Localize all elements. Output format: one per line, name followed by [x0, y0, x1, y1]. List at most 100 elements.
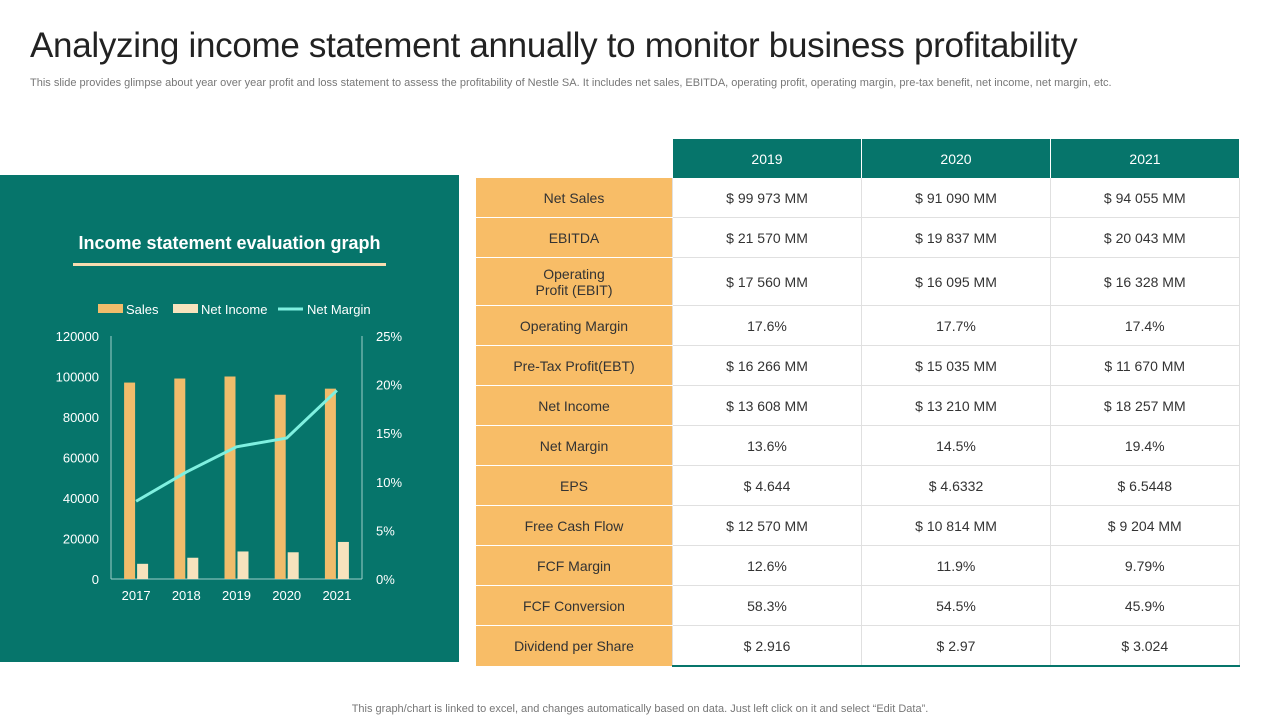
x-tick-label: 2018 [172, 588, 201, 603]
table-cell: 17.4% [1050, 305, 1240, 346]
table-cell: 54.5% [861, 585, 1051, 626]
table-row: Operating Margin 17.6% 17.7% 17.4% [476, 305, 1240, 346]
row-label: Free Cash Flow [476, 505, 673, 546]
y-tick-label: 20000 [63, 532, 99, 547]
y-tick-label: 60000 [63, 451, 99, 466]
legend-label-net-income: Net Income [201, 302, 267, 317]
table-cell: 17.7% [861, 305, 1051, 346]
row-label: Net Sales [476, 178, 673, 218]
table-cell: $ 21 570 MM [672, 217, 862, 258]
chart-title-underline [73, 263, 386, 266]
table-cell: $ 3.024 [1050, 625, 1240, 667]
table-cell: $ 91 090 MM [861, 178, 1051, 218]
table-row: EPS $ 4.644 $ 4.6332 $ 6.5448 [476, 465, 1240, 506]
table-row: Net Sales $ 99 973 MM $ 91 090 MM $ 94 0… [476, 178, 1240, 218]
chart-title: Income statement evaluation graph [78, 233, 381, 253]
y2-tick-label: 10% [376, 475, 402, 490]
table-row: Pre-Tax Profit(EBT) $ 16 266 MM $ 15 035… [476, 345, 1240, 386]
table-cell: $ 13 608 MM [672, 385, 862, 426]
footer-note: This graph/chart is linked to excel, and… [351, 703, 929, 715]
table-cell: 17.6% [672, 305, 862, 346]
row-label: FCF Conversion [476, 585, 673, 626]
table-cell: 14.5% [861, 425, 1051, 466]
table-row: Net Income $ 13 608 MM $ 13 210 MM $ 18 … [476, 385, 1240, 426]
row-label-line: Operating [543, 265, 605, 282]
table-row: Operating Profit (EBIT) $ 17 560 MM $ 16 … [476, 257, 1240, 306]
table-cell: 11.9% [861, 545, 1051, 586]
table-cell: $ 15 035 MM [861, 345, 1051, 386]
net-margin-line [135, 389, 338, 503]
table-cell: $ 94 055 MM [1050, 178, 1240, 218]
net-income-bar [337, 541, 349, 579]
table-cell: $ 20 043 MM [1050, 217, 1240, 258]
legend-label-net-margin: Net Margin [307, 302, 371, 317]
row-label: Operating Margin [476, 305, 673, 346]
row-label: Pre-Tax Profit(EBT) [476, 345, 673, 386]
table-header-row: 2019 2020 2021 [476, 139, 1239, 178]
legend-swatch-net-income [173, 304, 198, 313]
y2-tick-label: 0% [376, 572, 395, 587]
x-tick-label: 2020 [272, 588, 301, 603]
table-cell: 45.9% [1050, 585, 1240, 626]
y2-tick-label: 5% [376, 523, 395, 538]
column-header-2021: 2021 [1050, 139, 1239, 178]
table-cell: $ 16 266 MM [672, 345, 862, 386]
legend-swatch-sales [98, 304, 123, 313]
net-income-bar [137, 563, 149, 579]
y-tick-label: 80000 [63, 410, 99, 425]
table-cell: $ 6.5448 [1050, 465, 1240, 506]
table-cell: $ 13 210 MM [861, 385, 1051, 426]
table-corner-cell [476, 139, 673, 178]
y2-tick-label: 20% [376, 378, 402, 393]
row-label: FCF Margin [476, 545, 673, 586]
row-label: Dividend per Share [476, 625, 673, 667]
table-row: FCF Conversion 58.3% 54.5% 45.9% [476, 585, 1240, 626]
table-cell: $ 12 570 MM [672, 505, 862, 546]
table-cell: $ 2.97 [861, 625, 1051, 667]
net-income-bar [187, 557, 199, 579]
column-header-2020: 2020 [861, 139, 1051, 178]
table-cell: $ 9 204 MM [1050, 505, 1240, 546]
sales-bar [224, 376, 236, 579]
table-row: Dividend per Share $ 2.916 $ 2.97 $ 3.02… [476, 625, 1240, 667]
y-tick-label: 120000 [56, 329, 99, 344]
table-cell: $ 10 814 MM [861, 505, 1051, 546]
page-subtitle: This slide provides glimpse about year o… [30, 77, 1112, 89]
table-cell: 13.6% [672, 425, 862, 466]
y-tick-label: 40000 [63, 491, 99, 506]
table-cell: 19.4% [1050, 425, 1240, 466]
chart-panel: Income statement evaluation graph 0 20000… [0, 175, 459, 662]
table-cell: $ 18 257 MM [1050, 385, 1240, 426]
row-label: Net Margin [476, 425, 673, 466]
sales-bar [324, 388, 336, 579]
table-cell: $ 4.6332 [861, 465, 1051, 506]
table-cell: 9.79% [1050, 545, 1240, 586]
table-cell: $ 2.916 [672, 625, 862, 667]
y2-tick-label: 25% [376, 329, 402, 344]
legend-label-sales: Sales [126, 302, 159, 317]
table-cell: 58.3% [672, 585, 862, 626]
table-row: FCF Margin 12.6% 11.9% 9.79% [476, 545, 1240, 586]
income-statement-table: 2019 2020 2021 Net Sales $ 99 973 MM $ 9… [476, 139, 1240, 667]
y-tick-label: 0 [92, 572, 99, 587]
sales-bar [124, 382, 136, 579]
income-chart[interactable]: 0 20000 40000 60000 80000 100000 120000 0% 5% 10%… [0, 175, 459, 662]
table-cell: $ 17 560 MM [672, 257, 862, 306]
net-income-bar [237, 551, 249, 579]
row-label-line: Profit (EBIT) [535, 281, 613, 298]
net-income-bar [287, 552, 299, 579]
x-tick-label: 2019 [222, 588, 251, 603]
y2-tick-label: 15% [376, 426, 402, 441]
table-cell: $ 19 837 MM [861, 217, 1051, 258]
column-header-2019: 2019 [672, 139, 862, 178]
table-row: Free Cash Flow $ 12 570 MM $ 10 814 MM $… [476, 505, 1240, 546]
table-cell: $ 16 328 MM [1050, 257, 1240, 306]
table-cell: $ 99 973 MM [672, 178, 862, 218]
table-cell: $ 16 095 MM [861, 257, 1051, 306]
table-cell: 12.6% [672, 545, 862, 586]
sales-bar [174, 378, 186, 579]
table-row: Net Margin 13.6% 14.5% 19.4% [476, 425, 1240, 466]
row-label: Net Income [476, 385, 673, 426]
sales-bar [274, 394, 286, 579]
row-label: Operating Profit (EBIT) [476, 257, 673, 306]
